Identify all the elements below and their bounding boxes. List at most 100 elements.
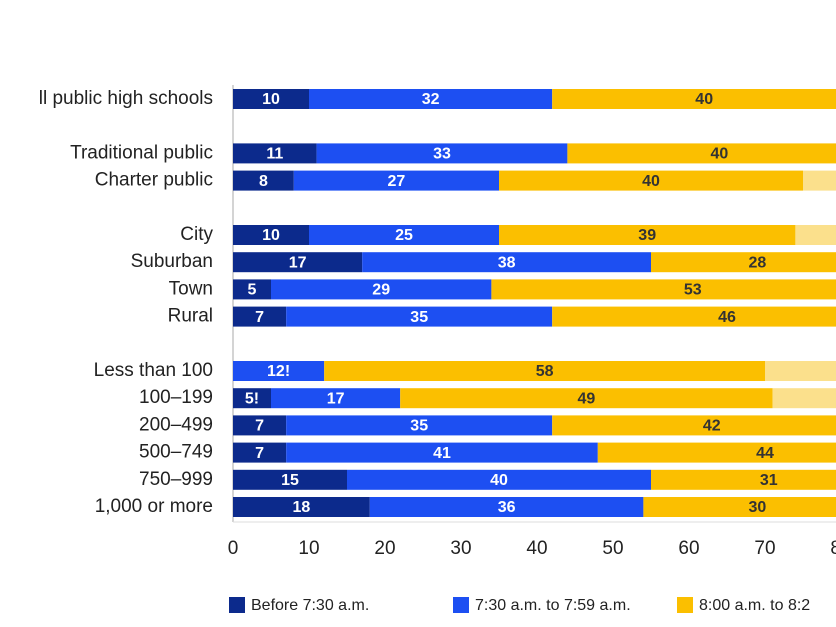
- x-tick-label: 30: [450, 538, 471, 559]
- value-label: 32: [422, 91, 440, 108]
- bar-segment: [233, 279, 271, 300]
- bar-segment: [233, 442, 287, 463]
- bar-segment: [286, 415, 553, 436]
- bar-segment: [369, 497, 644, 517]
- value-label: 42: [703, 418, 721, 435]
- value-label: 5: [248, 282, 257, 299]
- value-label: 38: [498, 254, 516, 271]
- x-tick-label: 70: [754, 538, 775, 559]
- value-label: 10: [262, 227, 280, 244]
- bar-segment: [271, 279, 492, 300]
- legend-swatch: [453, 597, 469, 613]
- x-tick-label: 20: [374, 538, 395, 559]
- category-label: Less than 100: [94, 360, 213, 381]
- value-label: 15: [281, 472, 299, 489]
- category-label: Traditional public: [70, 142, 213, 163]
- bar-segment: [772, 388, 836, 409]
- value-label: 39: [638, 227, 656, 244]
- legend-label: 7:30 a.m. to 7:59 a.m.: [475, 597, 631, 614]
- value-label: 7: [255, 309, 264, 326]
- bar-segment: [651, 252, 836, 273]
- category-label: 1,000 or more: [95, 496, 213, 517]
- bar-segment: [233, 415, 287, 436]
- value-label: 40: [642, 173, 660, 190]
- bar-segment: [271, 388, 401, 409]
- value-label: 35: [410, 309, 428, 326]
- x-tick-label: 10: [298, 538, 319, 559]
- value-label: 46: [718, 309, 736, 326]
- bar-segment: [309, 225, 499, 245]
- value-label: 27: [388, 173, 406, 190]
- category-label: Charter public: [95, 170, 213, 191]
- bar-segment: [233, 252, 363, 273]
- bar-segment: [400, 388, 773, 409]
- value-label: 40: [695, 91, 713, 108]
- bar-segment: [233, 497, 370, 517]
- category-label: City: [180, 224, 213, 245]
- value-label: 29: [372, 282, 390, 299]
- plot: 103240113340827401025391738285295373546‡…: [233, 89, 836, 517]
- value-label: 10: [262, 91, 280, 108]
- bar-segment: [286, 306, 553, 327]
- bar-segment: [765, 361, 836, 381]
- category-label: Town: [169, 278, 213, 299]
- value-label: 49: [578, 390, 596, 407]
- bar-segment: [552, 89, 836, 109]
- x-tick-label: 0: [228, 538, 239, 559]
- value-label: 40: [490, 472, 508, 489]
- legend-label: 8:00 a.m. to 8:2: [699, 597, 810, 614]
- value-label: 7: [255, 418, 264, 435]
- value-label: 33: [433, 146, 451, 163]
- value-label: 28: [749, 254, 767, 271]
- bar-segment: [362, 252, 651, 273]
- x-tick-label: 40: [526, 538, 547, 559]
- category-label: 100–199: [139, 387, 213, 408]
- bar-segment: [293, 170, 499, 191]
- bar-segment: [324, 361, 765, 381]
- value-label: 31: [760, 472, 778, 489]
- value-label: 41: [433, 445, 451, 462]
- bar-segment: [567, 143, 836, 164]
- value-label: 58: [536, 363, 554, 380]
- category-label: 500–749: [139, 442, 213, 463]
- value-label: 30: [749, 499, 767, 516]
- category-label: 200–499: [139, 414, 213, 435]
- category-label: 750–999: [139, 469, 213, 490]
- value-label: 12!: [267, 363, 290, 380]
- value-label: 8: [259, 173, 268, 190]
- bar-segment: [233, 170, 294, 191]
- value-label: 17: [327, 390, 345, 407]
- value-label: 44: [756, 445, 774, 462]
- value-label: 7: [255, 445, 264, 462]
- bar-segment: [643, 497, 836, 517]
- value-label: 5!: [245, 390, 259, 407]
- bar-segment: [491, 279, 836, 300]
- x-tick-label: 60: [678, 538, 699, 559]
- bar-segment: [795, 225, 836, 245]
- bar-segment: [309, 89, 553, 109]
- bar-segment: [347, 469, 651, 490]
- legend-swatch: [229, 597, 245, 613]
- bar-segment: [286, 442, 598, 463]
- value-label: 35: [410, 418, 428, 435]
- value-label: 53: [684, 282, 702, 299]
- bar-segment: [233, 361, 325, 381]
- bar-segment: [552, 415, 836, 436]
- bar-segment: [233, 388, 271, 409]
- bar-segment: [233, 225, 309, 245]
- value-label: 40: [711, 146, 729, 163]
- bar-segment: [499, 170, 803, 191]
- value-label: 36: [498, 499, 516, 516]
- value-label: 11: [266, 146, 283, 163]
- category-label: ll public high schools: [39, 88, 213, 109]
- bar-segment: [233, 89, 309, 109]
- legend-swatch: [677, 597, 693, 613]
- bar-segment: [651, 469, 836, 490]
- bar-segment: [552, 306, 836, 327]
- bar-segment: [803, 170, 836, 191]
- value-label: 25: [395, 227, 413, 244]
- value-label: 17: [289, 254, 307, 271]
- category-label: Rural: [168, 306, 213, 327]
- bar-segment: [233, 306, 287, 327]
